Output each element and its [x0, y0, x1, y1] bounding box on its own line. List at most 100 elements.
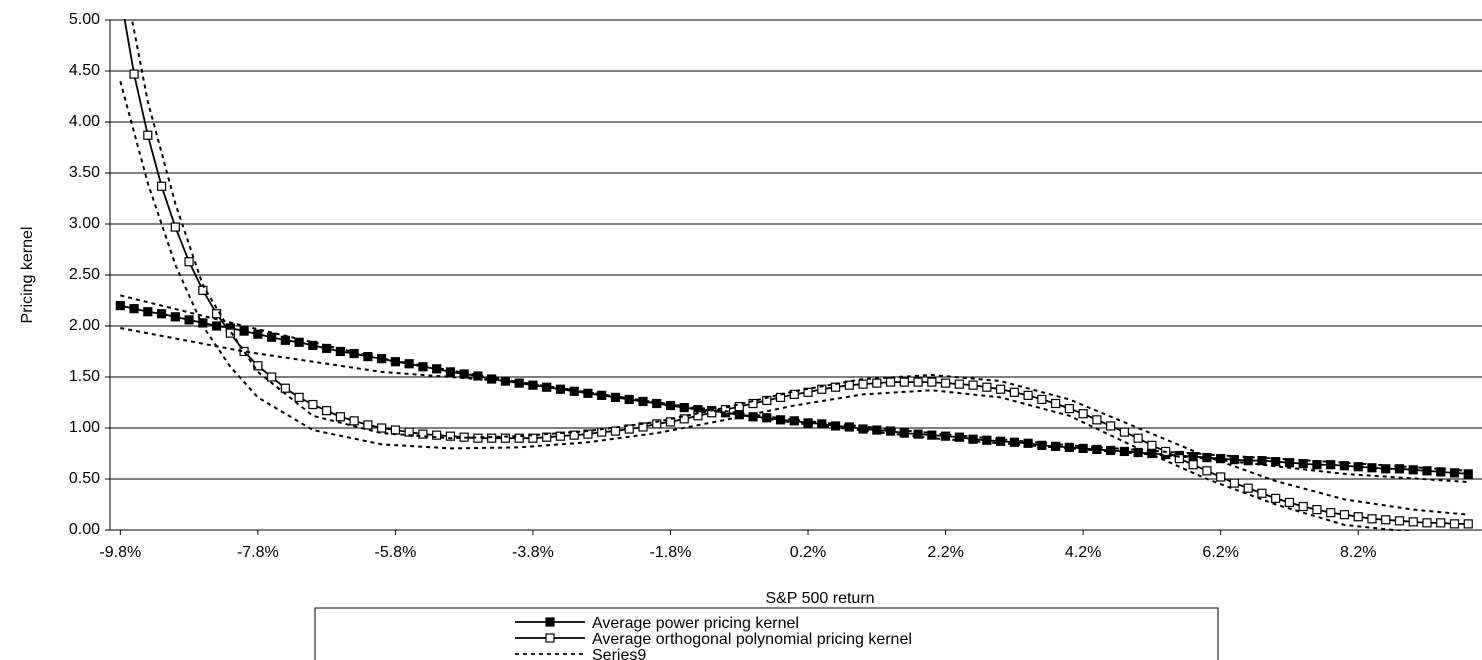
point-marker — [432, 430, 442, 440]
point-marker — [1422, 518, 1432, 528]
point-marker — [335, 412, 345, 422]
y-tick-label: 1.50 — [69, 368, 100, 385]
point-marker — [789, 389, 799, 399]
legend-label: Average power pricing kernel — [592, 615, 799, 632]
plot-area — [115, 19, 1473, 531]
point-marker — [734, 401, 744, 412]
point-marker — [1381, 515, 1391, 525]
point-marker — [170, 222, 180, 232]
point-marker — [1436, 467, 1446, 477]
point-marker — [1312, 505, 1322, 515]
point-marker — [982, 435, 992, 445]
point-marker — [363, 420, 373, 430]
point-marker — [1298, 501, 1308, 512]
point-marker — [129, 304, 139, 314]
point-marker — [294, 392, 304, 402]
point-marker — [1064, 404, 1074, 414]
point-marker — [693, 411, 703, 421]
point-marker — [968, 380, 978, 390]
point-marker — [1422, 466, 1432, 476]
point-marker — [927, 377, 937, 387]
point-marker — [1326, 508, 1336, 518]
point-marker — [597, 427, 607, 437]
point-marker — [1339, 510, 1350, 520]
point-marker — [1449, 468, 1460, 478]
point-marker — [1394, 464, 1405, 474]
y-tick-label: 1.00 — [69, 419, 100, 436]
y-tick-label: 3.50 — [69, 164, 100, 181]
point-marker — [1436, 518, 1446, 528]
point-marker — [432, 364, 442, 374]
point-marker — [1023, 390, 1033, 400]
point-marker — [225, 328, 235, 338]
band-line — [119, 80, 1413, 531]
x-tick-label: -3.8% — [512, 544, 554, 561]
point-marker — [1119, 427, 1129, 437]
y-tick-label: 4.00 — [69, 113, 100, 130]
x-tick-label: -9.8% — [99, 544, 141, 561]
point-marker — [294, 337, 304, 347]
point-marker — [528, 433, 538, 443]
point-marker — [1367, 514, 1377, 524]
point-marker — [775, 392, 786, 402]
point-marker — [899, 377, 909, 387]
point-marker — [610, 392, 621, 402]
x-tick-label: 4.2% — [1065, 544, 1101, 561]
point-marker — [1257, 456, 1267, 466]
y-tick-label: 2.00 — [69, 317, 100, 334]
point-marker — [1037, 394, 1047, 405]
point-marker — [211, 321, 222, 331]
point-marker — [1229, 455, 1240, 465]
point-marker — [1051, 398, 1061, 409]
point-marker — [954, 432, 964, 442]
point-marker — [1463, 469, 1473, 479]
point-marker — [1147, 440, 1157, 450]
point-marker — [377, 423, 387, 433]
point-marker — [184, 257, 194, 267]
point-marker — [349, 348, 359, 359]
point-marker — [844, 422, 854, 432]
point-marker — [817, 384, 827, 394]
y-tick-label: 4.50 — [69, 62, 100, 79]
point-marker — [1092, 444, 1102, 455]
point-marker — [1009, 387, 1019, 397]
point-marker — [198, 285, 208, 295]
point-marker — [1339, 461, 1350, 471]
point-marker — [487, 433, 497, 443]
point-marker — [1092, 415, 1102, 425]
y-tick-label: 3.00 — [69, 215, 100, 232]
point-marker — [665, 417, 676, 427]
legend-box — [314, 607, 1219, 660]
point-marker — [322, 406, 332, 416]
point-marker — [514, 433, 524, 443]
point-marker — [1106, 421, 1116, 431]
point-marker — [817, 419, 827, 429]
point-marker — [115, 301, 125, 311]
point-marker — [995, 436, 1006, 446]
point-marker — [156, 181, 167, 191]
point-marker — [418, 429, 428, 439]
point-marker — [982, 382, 992, 392]
point-marker — [1326, 460, 1336, 470]
point-marker — [748, 398, 758, 409]
point-marker — [1284, 458, 1295, 468]
point-marker — [569, 430, 579, 440]
point-marker — [913, 429, 923, 439]
point-marker — [679, 414, 689, 424]
point-marker — [1133, 433, 1143, 443]
point-marker — [569, 386, 579, 396]
y-tick-label: 5.00 — [69, 11, 100, 28]
point-marker — [335, 346, 345, 357]
point-marker — [308, 340, 318, 350]
point-marker — [1408, 517, 1418, 527]
legend-label: Average orthogonal polynomial pricing ke… — [592, 631, 912, 648]
point-marker — [665, 400, 676, 411]
point-marker — [899, 428, 909, 438]
point-marker — [762, 395, 772, 406]
point-marker — [1353, 512, 1363, 522]
point-marker — [500, 433, 511, 443]
point-marker — [679, 403, 689, 413]
point-marker — [156, 309, 167, 319]
point-marker — [1078, 409, 1088, 419]
